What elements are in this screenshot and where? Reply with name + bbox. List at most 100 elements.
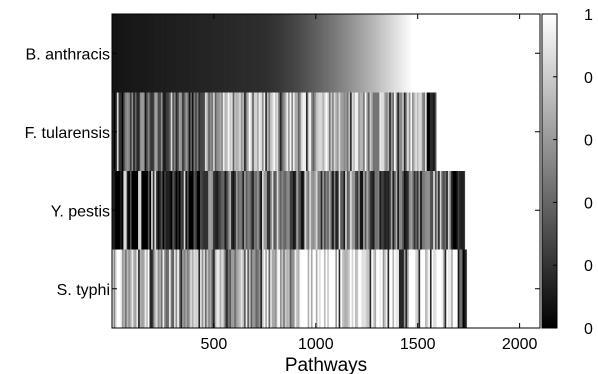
heatmap-cell <box>275 249 278 328</box>
heatmap-cell <box>154 171 157 250</box>
heatmap-cell <box>428 92 431 171</box>
heatmap-cell <box>372 171 375 250</box>
heatmap-cell <box>244 249 247 328</box>
heatmap-cell <box>441 171 444 250</box>
heatmap-cell <box>182 249 185 328</box>
heatmap-cell <box>126 92 129 171</box>
heatmap-cell <box>175 92 178 171</box>
heatmap-cell <box>302 249 305 328</box>
heatmap-cell <box>128 92 131 171</box>
heatmap-cell <box>147 14 150 93</box>
heatmap-cell <box>301 92 304 171</box>
heatmap-cell <box>221 92 224 171</box>
heatmap-cell <box>392 171 395 250</box>
heatmap-cell <box>351 92 354 171</box>
heatmap-cell <box>133 92 136 171</box>
heatmap-cell <box>371 171 374 250</box>
heatmap-cell <box>348 171 351 250</box>
heatmap-cell <box>297 92 300 171</box>
heatmap-cell <box>281 14 284 93</box>
heatmap-cell <box>449 171 452 250</box>
heatmap-cell <box>341 171 344 250</box>
heatmap-cell <box>284 249 287 328</box>
heatmap-cell <box>358 14 361 93</box>
heatmap-cell <box>169 14 172 93</box>
heatmap-cell <box>275 92 278 171</box>
heatmap-cell <box>335 249 338 328</box>
heatmap-cell <box>204 249 207 328</box>
heatmap-cell <box>167 171 170 250</box>
heatmap-cell <box>379 14 382 93</box>
heatmap-cell <box>315 171 318 250</box>
heatmap-cell <box>351 249 354 328</box>
heatmap-cell <box>389 14 392 93</box>
heatmap-cell <box>271 14 274 93</box>
heatmap-cell <box>408 14 411 93</box>
heatmap-cell <box>364 171 367 250</box>
heatmap-cell <box>252 249 255 328</box>
heatmap-cell <box>245 92 248 171</box>
heatmap-cell <box>169 92 172 171</box>
heatmap-cell <box>234 14 237 93</box>
heatmap-cell <box>185 171 188 250</box>
heatmap-cell <box>309 249 312 328</box>
heatmap-cell <box>363 14 366 93</box>
heatmap-cell <box>288 171 291 250</box>
heatmap-cell <box>201 14 204 93</box>
heatmap-cell <box>348 249 351 328</box>
heatmap-cell <box>260 14 263 93</box>
heatmap-cell <box>354 249 357 328</box>
heatmap-cell <box>385 92 388 171</box>
heatmap-cell <box>206 171 209 250</box>
heatmap-cell <box>219 92 222 171</box>
heatmap-cell <box>121 171 124 250</box>
colorbar-tick-label: 1 <box>584 7 593 24</box>
heatmap-cell <box>200 92 203 171</box>
heatmap-cell <box>178 249 181 328</box>
heatmap-cell <box>142 171 146 250</box>
heatmap-cell <box>240 249 243 328</box>
heatmap-cell <box>328 92 331 171</box>
heatmap-cell <box>262 249 265 328</box>
heatmap-cell <box>315 249 318 328</box>
heatmap-cell <box>206 14 209 93</box>
heatmap-cell <box>328 171 331 250</box>
heatmap-cell <box>431 92 434 171</box>
heatmap-cell <box>403 171 406 250</box>
heatmap-cell <box>421 92 424 171</box>
heatmap-cell <box>279 14 282 93</box>
heatmap-cell <box>133 171 136 250</box>
heatmap-cell <box>262 171 265 250</box>
heatmap-cell <box>340 171 343 250</box>
heatmap-cell <box>151 92 154 171</box>
heatmap-cell <box>165 92 168 171</box>
heatmap-cell <box>250 14 253 93</box>
heatmap-cell <box>172 249 175 328</box>
heatmap-cell <box>374 171 377 250</box>
heatmap-cell <box>389 92 392 171</box>
heatmap-cell <box>291 249 294 328</box>
heatmap-cell <box>397 249 400 328</box>
heatmap-cell <box>237 171 240 250</box>
heatmap-cell <box>178 92 181 171</box>
heatmap-cell <box>289 171 292 250</box>
heatmap-cell <box>366 14 369 93</box>
heatmap-cell <box>403 249 406 328</box>
heatmap-cell <box>395 171 398 250</box>
heatmap-cell <box>394 92 397 171</box>
heatmap-cell <box>446 171 449 250</box>
heatmap-cell <box>323 92 326 171</box>
heatmap-cell <box>217 92 221 171</box>
heatmap-cell <box>165 171 168 250</box>
heatmap-cell <box>180 14 183 93</box>
heatmap-cell <box>288 249 291 328</box>
heatmap-cell <box>296 92 299 171</box>
heatmap-cell <box>381 171 384 250</box>
heatmap-cell <box>297 249 300 328</box>
heatmap-cell <box>162 92 165 171</box>
heatmap-cell <box>270 92 273 171</box>
heatmap-cell <box>268 92 271 171</box>
heatmap-cell <box>376 14 379 93</box>
heatmap-cell <box>301 171 304 250</box>
heatmap-cell <box>263 92 266 171</box>
